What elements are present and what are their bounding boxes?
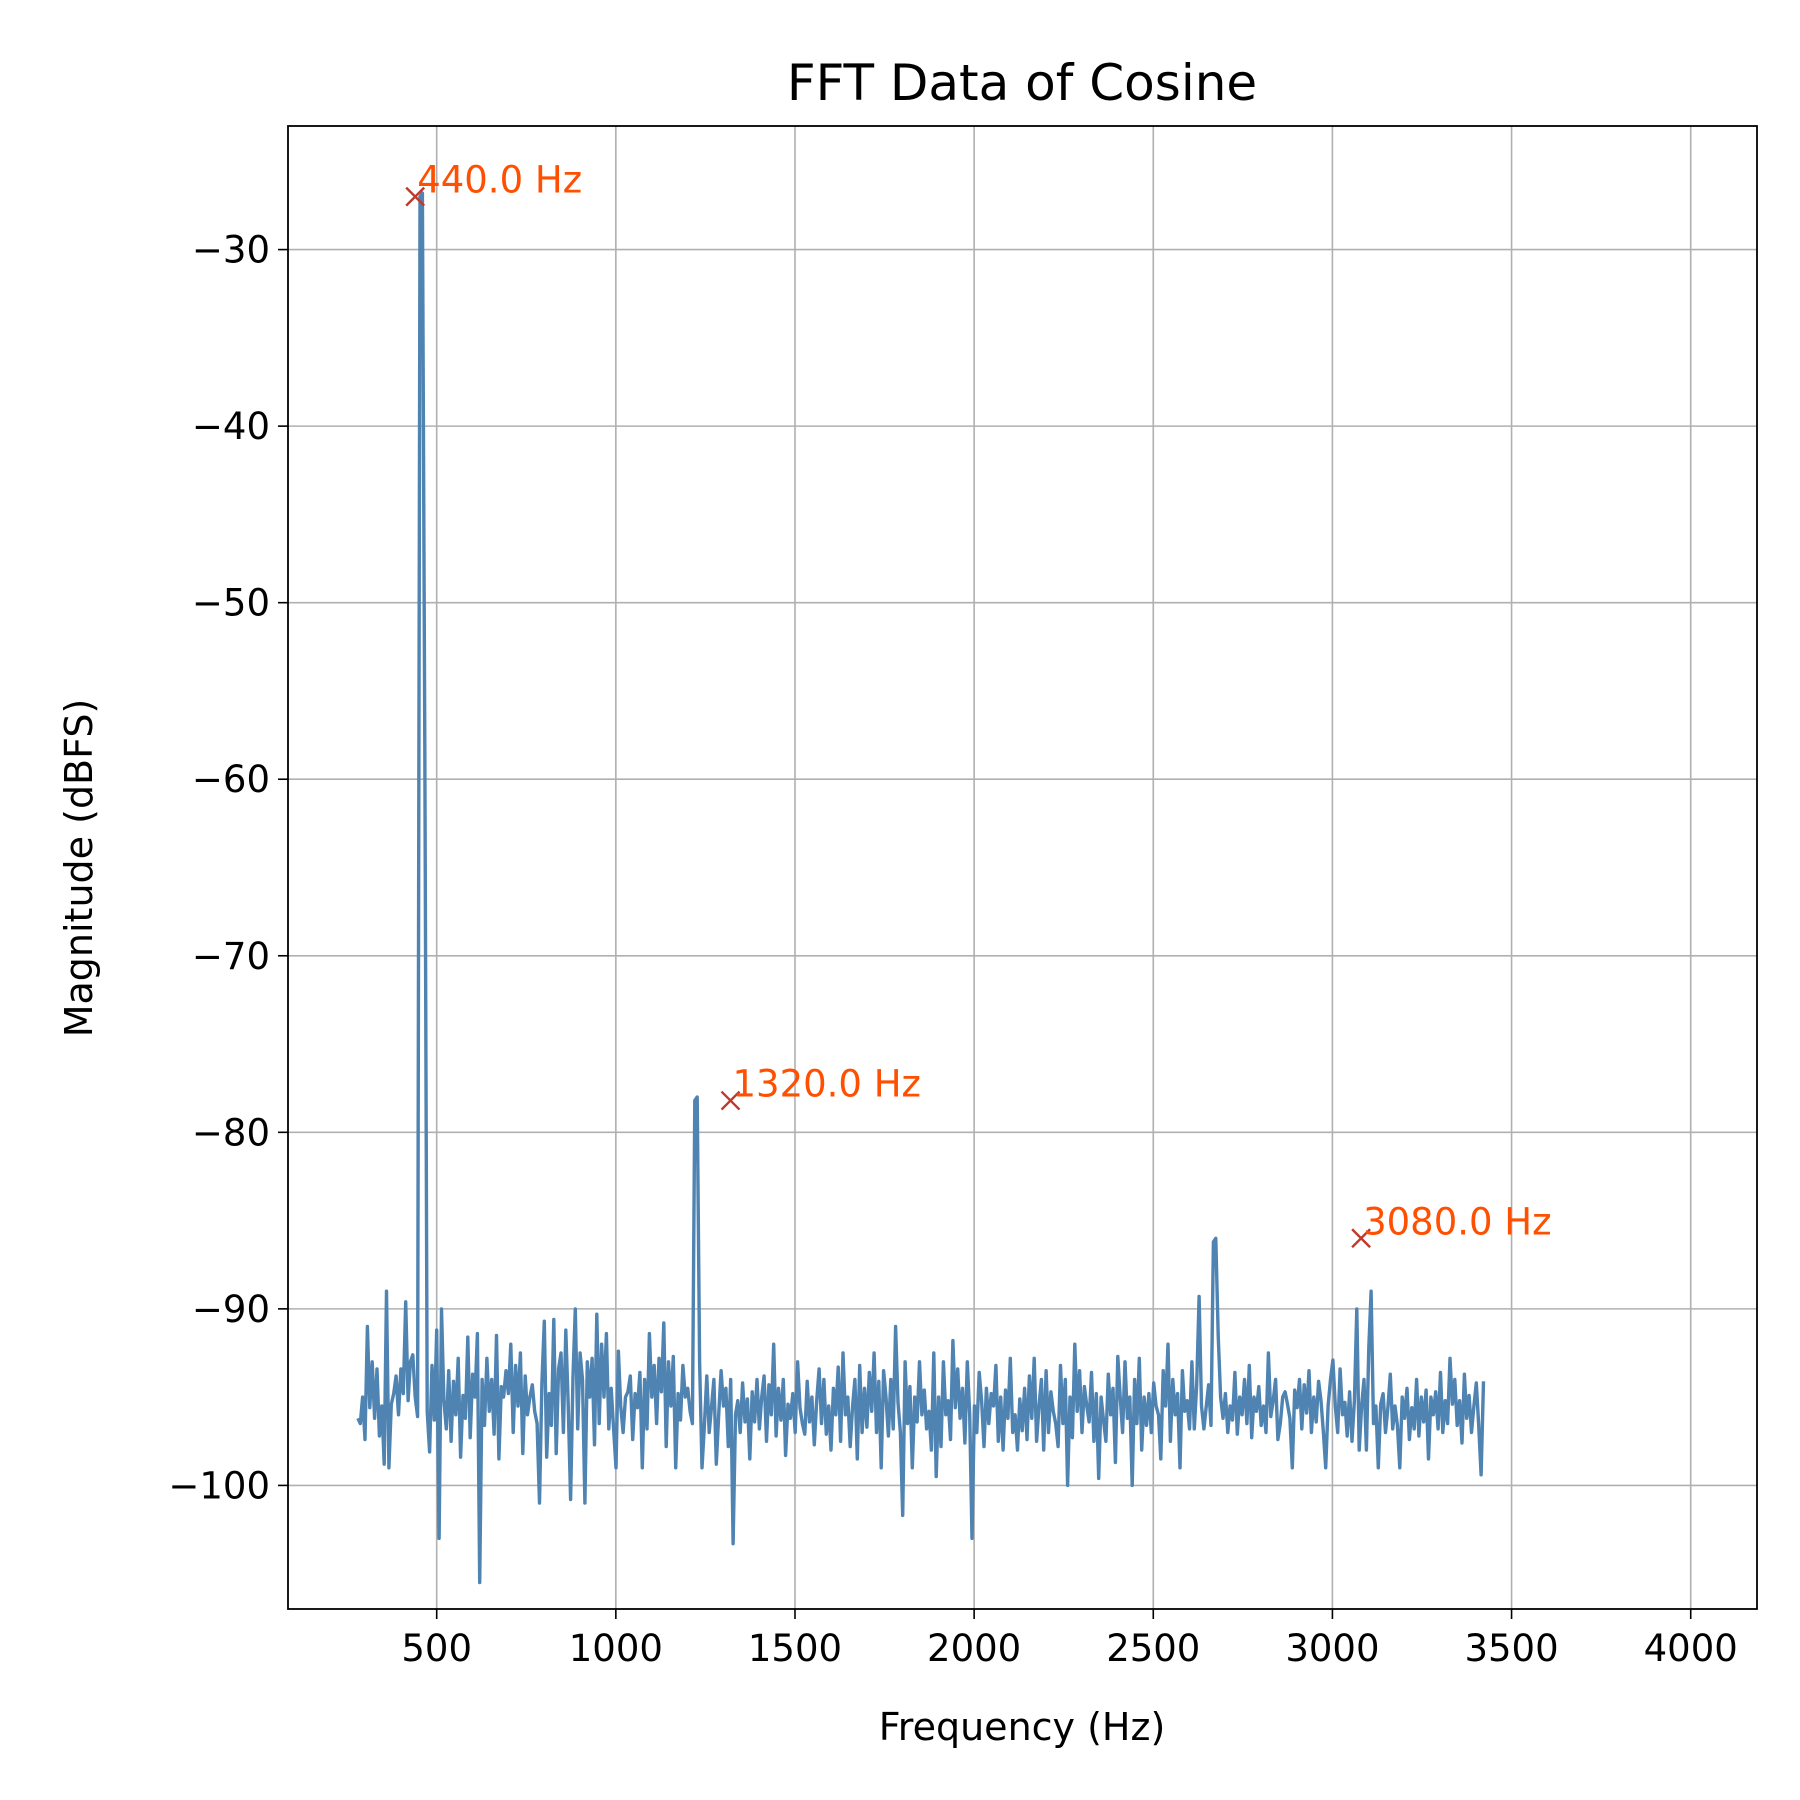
peak-annotation: 440.0 Hz bbox=[417, 159, 582, 202]
x-tick-label: 500 bbox=[401, 1627, 472, 1670]
x-tick-label: 3500 bbox=[1464, 1627, 1558, 1670]
y-tick-label: −60 bbox=[192, 758, 270, 801]
y-tick-label: −40 bbox=[192, 405, 270, 448]
y-tick-label: −30 bbox=[192, 229, 270, 272]
x-axis-label: Frequency (Hz) bbox=[879, 1705, 1166, 1749]
x-tick-label: 2000 bbox=[927, 1627, 1021, 1670]
ticks: 500 1000 1500 2000 2500 3000 3500 4000 −100 −90 −8… bbox=[168, 229, 1737, 1670]
peak-marker bbox=[405, 186, 426, 207]
plot-frame bbox=[287, 125, 1758, 1610]
x-tick-label: 2500 bbox=[1106, 1627, 1200, 1670]
fft-series-line bbox=[356, 191, 1486, 1585]
chart-title: FFT Data of Cosine bbox=[787, 54, 1257, 112]
y-tick-label: −50 bbox=[192, 582, 270, 625]
peak-marker bbox=[720, 1090, 741, 1111]
peak-marker bbox=[1351, 1228, 1371, 1249]
y-tick-label: −80 bbox=[192, 1111, 270, 1154]
y-axis-label: Magnitude (dBFS) bbox=[57, 699, 101, 1038]
y-tick-label: −70 bbox=[192, 935, 270, 978]
x-tick-label: 1500 bbox=[748, 1627, 842, 1670]
x-tick-label: 1000 bbox=[569, 1627, 663, 1670]
x-tick-label: 4000 bbox=[1644, 1627, 1738, 1670]
peak-annotation: 1320.0 Hz bbox=[732, 1063, 920, 1106]
y-tick-label: −100 bbox=[168, 1464, 270, 1507]
peak-markers: 440.0 Hz 1320.0 Hz 3080.0 Hz bbox=[405, 159, 1552, 1249]
series-layer bbox=[356, 191, 1486, 1585]
x-tick-label: 3000 bbox=[1285, 1627, 1379, 1670]
peak-annotation: 3080.0 Hz bbox=[1363, 1200, 1551, 1243]
grid bbox=[288, 126, 1757, 1609]
y-tick-label: −90 bbox=[192, 1288, 270, 1331]
